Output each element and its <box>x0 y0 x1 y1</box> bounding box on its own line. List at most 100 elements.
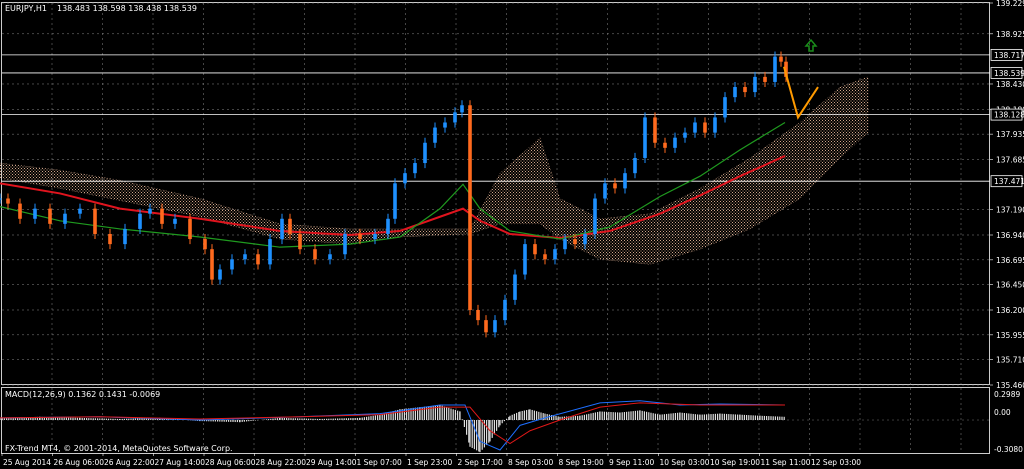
candle-body <box>386 218 390 234</box>
candle-body <box>243 254 247 260</box>
price-tick-label: 138.925 <box>996 30 1024 39</box>
time-tick-label: 26 Aug 22:00 <box>104 458 155 467</box>
macd-label: MACD(12,26,9) 0.1362 0.1431 -0.0069 <box>5 390 160 399</box>
time-tick-label: 8 Sep 19:00 <box>559 458 605 467</box>
candle-body <box>553 249 557 260</box>
candle-body <box>784 61 788 77</box>
candle-body <box>358 233 362 240</box>
candle-body <box>0 198 2 200</box>
moving-average-green <box>0 121 786 248</box>
candle-body <box>160 208 164 224</box>
candle-body <box>123 228 127 245</box>
candle-body <box>703 122 707 133</box>
price-tick-label: 135.710 <box>996 356 1024 365</box>
price-tick-label: 138.430 <box>996 80 1024 89</box>
time-tick-label: 26 Aug 06:00 <box>54 458 105 467</box>
candle-body <box>403 173 407 184</box>
candle-body <box>779 56 783 62</box>
candle-body <box>663 142 667 148</box>
time-tick-label: 29 Aug 14:00 <box>306 458 357 467</box>
candle-body <box>773 56 777 82</box>
price-tick-label: 136.940 <box>996 231 1024 240</box>
candle-body <box>633 157 637 174</box>
time-axis: 25 Aug 2014 26 Aug 06:00 26 Aug 22:00 27 Au… <box>1 453 861 467</box>
price-tick-label: 135.460 <box>996 381 1024 390</box>
candle-body <box>280 218 284 240</box>
time-tick-label: 8 Sep 03:00 <box>508 458 554 467</box>
forecast-line <box>783 66 819 120</box>
candle-body <box>373 233 377 240</box>
candle-body <box>523 244 527 275</box>
candle-body <box>713 117 717 133</box>
time-tick-label: 9 Sep 11:00 <box>609 458 655 467</box>
candle-body <box>476 309 480 321</box>
price-level-lines <box>2 54 990 182</box>
candle-body <box>108 233 112 245</box>
candle-body <box>513 274 517 300</box>
candle-body <box>48 208 52 224</box>
candle-body <box>93 208 97 234</box>
macd-indicator <box>0 400 990 453</box>
time-tick-label: 12 Sep 03:00 <box>811 458 861 467</box>
candle-body <box>493 320 497 333</box>
forecast-projection <box>783 66 819 120</box>
macd-axis-bottom: -0.3080 <box>994 445 1023 454</box>
arrow-up-icon <box>804 38 818 52</box>
candle-body <box>188 218 192 240</box>
symbol-label: EURJPY,H1 <box>5 4 47 13</box>
candle-body <box>6 198 10 204</box>
price-level-label: 138.128 <box>994 111 1024 120</box>
candle-body <box>210 249 214 280</box>
candle-body <box>613 183 617 189</box>
price-level-label: 137.471 <box>994 177 1024 186</box>
candle-body <box>573 239 577 245</box>
candle-body <box>343 233 347 255</box>
price-level-label: 138.717 <box>994 51 1024 60</box>
candle-body <box>203 239 207 250</box>
macd-line <box>0 400 786 451</box>
price-tick-label: 137.685 <box>996 155 1024 164</box>
time-tick-label: 1 Sep 23:00 <box>407 458 453 467</box>
candle-body <box>468 105 472 310</box>
candle-body <box>763 76 767 82</box>
ichimoku-cloud <box>0 76 869 265</box>
price-tick-label: 136.450 <box>996 281 1024 290</box>
time-tick-label: 11 Sep 11:00 <box>761 458 811 467</box>
candle-body <box>218 269 222 280</box>
candle-body <box>643 117 647 158</box>
candle-body <box>173 218 177 224</box>
candle-body <box>256 254 260 265</box>
price-tick-label: 136.695 <box>996 256 1024 265</box>
candle-body <box>543 254 547 260</box>
candle-body <box>683 132 687 138</box>
candle-body <box>443 122 447 128</box>
candle-body <box>230 259 234 270</box>
moving-averages <box>0 121 786 248</box>
time-tick-label: 10 Sep 19:00 <box>710 458 760 467</box>
candle-body <box>33 208 37 219</box>
price-tick-label: 135.955 <box>996 331 1024 340</box>
time-tick-label: 10 Sep 03:00 <box>660 458 710 467</box>
price-tick-label: 136.200 <box>996 306 1024 315</box>
cloud-area <box>0 76 869 265</box>
candle-body <box>503 299 507 321</box>
price-tick-label: 137.190 <box>996 206 1024 215</box>
candle-body <box>484 320 488 333</box>
macd-panel-frame <box>1 387 990 454</box>
macd-axis-zero: 0.00 <box>994 408 1011 417</box>
time-tick-label: 28 Aug 22:00 <box>256 458 307 467</box>
candle-body <box>753 76 757 93</box>
time-tick-label: 25 Aug 2014 <box>3 458 51 467</box>
candle-body <box>288 218 292 234</box>
candle-body <box>148 208 152 214</box>
time-tick-label: 28 Aug 06:00 <box>205 458 256 467</box>
time-tick-label: 1 Sep 07:00 <box>357 458 403 467</box>
candle-body <box>313 249 317 260</box>
candle-body <box>298 233 302 250</box>
candle-body <box>18 203 22 219</box>
candle-body <box>743 87 747 93</box>
candle-body <box>723 97 727 118</box>
time-tick-label: 27 Aug 14:00 <box>155 458 206 467</box>
candle-body <box>460 105 464 113</box>
